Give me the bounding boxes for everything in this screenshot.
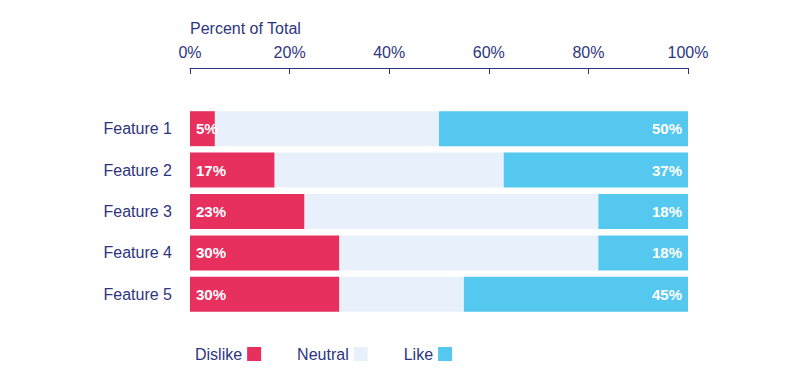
svg-text:Feature 2: Feature 2 [104,162,173,179]
svg-text:30%: 30% [196,286,226,303]
svg-text:Feature 5: Feature 5 [104,286,173,303]
svg-text:23%: 23% [196,203,226,220]
svg-text:20%: 20% [274,44,306,61]
svg-text:Dislike: Dislike [195,346,242,363]
svg-text:Neutral: Neutral [297,346,349,363]
svg-text:37%: 37% [652,162,682,179]
svg-text:17%: 17% [196,162,226,179]
svg-text:Feature 4: Feature 4 [104,244,173,261]
svg-text:30%: 30% [196,244,226,261]
svg-text:Feature 1: Feature 1 [104,120,173,137]
svg-text:100%: 100% [668,44,709,61]
svg-text:Feature 3: Feature 3 [104,203,173,220]
svg-text:80%: 80% [572,44,604,61]
svg-text:Like: Like [404,346,433,363]
svg-text:45%: 45% [652,286,682,303]
svg-text:40%: 40% [373,44,405,61]
svg-text:Percent of Total: Percent of Total [190,20,301,37]
svg-text:18%: 18% [652,244,682,261]
svg-text:60%: 60% [473,44,505,61]
svg-text:18%: 18% [652,203,682,220]
svg-text:50%: 50% [652,120,682,137]
svg-text:0%: 0% [178,44,201,61]
svg-text:5%: 5% [196,120,218,137]
